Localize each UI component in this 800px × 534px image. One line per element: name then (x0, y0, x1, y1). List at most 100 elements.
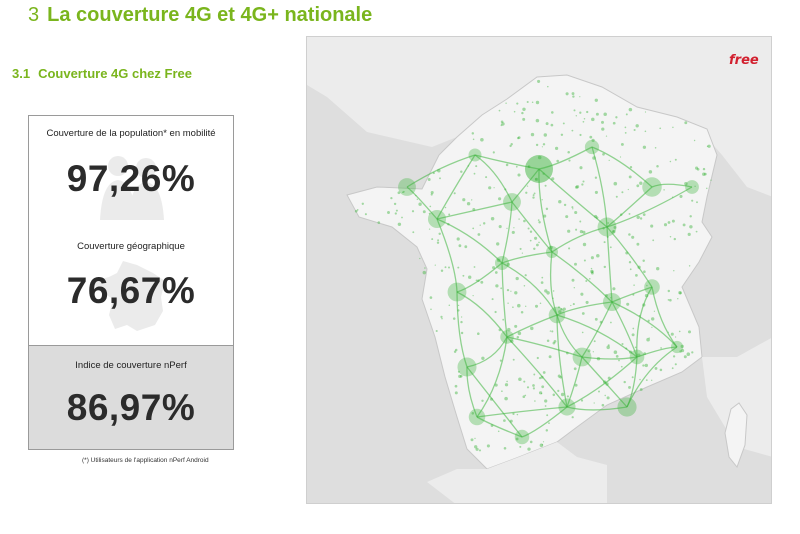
coverage-spot (679, 194, 683, 198)
coverage-spot (585, 300, 589, 304)
section-title: 3 La couverture 4G et 4G+ nationale (28, 4, 372, 27)
coverage-spot (533, 247, 536, 251)
coverage-hub (642, 177, 662, 197)
coverage-route (406, 154, 476, 188)
coverage-spot (534, 400, 536, 402)
nperf-index-value: 86,97% (66, 387, 196, 428)
coverage-spot (580, 292, 584, 296)
coverage-spot (551, 111, 554, 114)
coverage-spot (436, 241, 440, 244)
coverage-spot (481, 399, 484, 402)
coverage-spot (560, 308, 563, 311)
coverage-spot (533, 192, 536, 195)
coverage-spot (567, 150, 570, 154)
coverage-spot (581, 331, 584, 334)
coverage-route (551, 251, 613, 303)
coverage-hub (503, 193, 521, 211)
coverage-spot (516, 102, 519, 105)
coverage-spot (497, 430, 500, 433)
coverage-spot (579, 133, 582, 137)
coverage-spot (637, 353, 641, 357)
coverage-spot (680, 344, 684, 349)
coverage-spot (466, 202, 471, 206)
coverage-spot (529, 440, 533, 444)
coverage-spot (525, 191, 528, 194)
population-coverage-card: Couverture de la population* en mobilité… (28, 115, 234, 230)
coverage-spot (687, 330, 692, 334)
coverage-spot (615, 195, 618, 198)
coverage-hub (545, 245, 559, 259)
coverage-route (474, 154, 513, 203)
coverage-spot (428, 212, 431, 215)
coverage-spot (489, 397, 493, 401)
coverage-spot (509, 144, 512, 148)
coverage-spot (548, 355, 552, 359)
coverage-spot (538, 376, 542, 380)
coverage-route (476, 406, 568, 418)
coverage-hub (644, 279, 660, 295)
coverage-spot (636, 242, 640, 246)
coverage-spot (568, 159, 571, 162)
coverage-spot (521, 252, 524, 254)
coverage-spot (651, 379, 653, 381)
coverage-spot (462, 198, 466, 202)
coverage-spot (667, 289, 671, 293)
coverage-spot (669, 160, 672, 163)
coverage-spot (504, 383, 509, 387)
coverage-spot (550, 123, 554, 127)
coverage-hub (584, 139, 600, 155)
coverage-route (466, 336, 508, 368)
coverage-hub (597, 217, 617, 237)
coverage-spot (534, 236, 538, 240)
coverage-spot (582, 242, 587, 247)
coverage-spot (612, 230, 616, 234)
coverage-spot (552, 393, 556, 397)
coverage-spot (610, 321, 612, 324)
coverage-spot (541, 444, 544, 446)
coverage-route (581, 356, 638, 360)
coverage-spot (672, 196, 674, 198)
coverage-spot (663, 189, 665, 191)
coverage-spot (596, 254, 600, 258)
coverage-spot (671, 367, 674, 370)
coverage-spot (390, 196, 393, 200)
coverage-spot (536, 356, 539, 360)
coverage-spot (529, 230, 533, 233)
coverage-spot (710, 179, 712, 181)
coverage-spot (605, 382, 609, 386)
coverage-spot (648, 337, 650, 339)
coverage-spot (558, 200, 562, 204)
coverage-spot (670, 332, 674, 336)
coverage-spot (480, 280, 484, 284)
coverage-spot (545, 429, 549, 432)
coverage-spot (437, 239, 440, 242)
coverage-spot (512, 412, 515, 416)
coverage-spot (394, 212, 397, 215)
coverage-spot (619, 213, 623, 216)
coverage-spot (503, 419, 506, 422)
coverage-spot (532, 384, 535, 387)
coverage-spot (625, 113, 628, 116)
coverage-spot (501, 390, 503, 393)
coverage-spot (595, 216, 599, 219)
coverage-spot (644, 363, 648, 368)
coverage-spot (583, 118, 586, 120)
coverage-spot (678, 330, 681, 333)
coverage-route (476, 416, 523, 438)
coverage-spot (495, 284, 499, 288)
coverage-spot (621, 191, 624, 194)
coverage-spot (364, 213, 367, 216)
coverage-spot (529, 239, 532, 242)
coverage-spot (546, 291, 550, 295)
coverage-route (651, 286, 678, 348)
coverage-spot (473, 266, 476, 268)
coverage-spot (454, 384, 458, 388)
coverage-spot (540, 281, 544, 284)
coverage-spot (551, 177, 555, 181)
coverage-spot (562, 307, 566, 311)
coverage-route (636, 286, 653, 358)
coverage-spot (601, 403, 605, 407)
coverage-spot (539, 302, 542, 305)
coverage-spot (594, 190, 598, 194)
coverage-spot (512, 306, 514, 309)
